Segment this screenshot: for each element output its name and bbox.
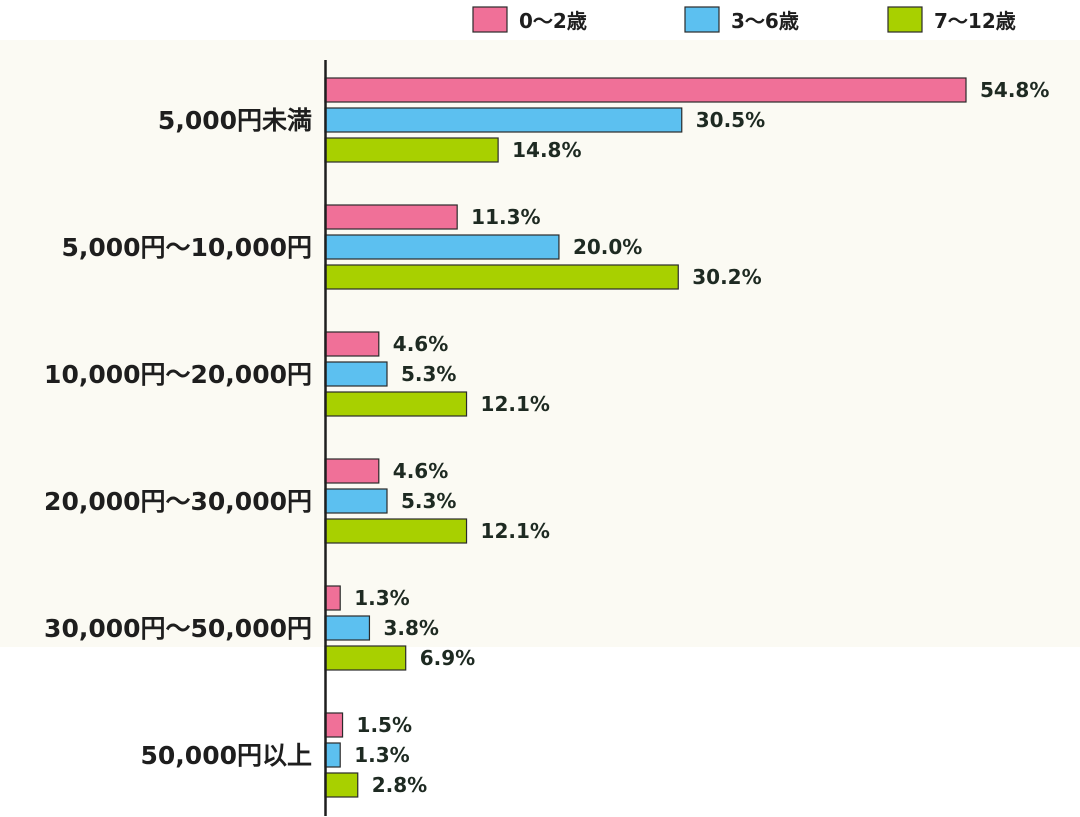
value-label: 4.6% <box>393 332 448 356</box>
value-label: 11.3% <box>471 205 540 229</box>
legend-label: 7～12歳 <box>934 9 1016 33</box>
value-label: 12.1% <box>481 519 550 543</box>
value-label: 2.8% <box>372 773 427 797</box>
value-label: 30.2% <box>692 265 761 289</box>
category-labels: 5,000円未満 5,000円～10,000円 10,000円～20,000円 20,… <box>44 106 312 770</box>
category-label: 30,000円～50,000円 <box>44 614 312 643</box>
bar <box>324 615 371 641</box>
bar <box>324 77 967 103</box>
category-label: 5,000円～10,000円 <box>61 233 312 262</box>
plot-background <box>0 40 1080 647</box>
value-label: 1.3% <box>354 586 409 610</box>
value-label: 20.0% <box>573 235 642 259</box>
category-label: 10,000円～20,000円 <box>44 360 312 389</box>
bar <box>324 107 683 133</box>
bar <box>324 645 407 671</box>
value-label: 4.6% <box>393 459 448 483</box>
value-label: 1.5% <box>357 713 412 737</box>
legend: 0～2歳 3～6歳 7～12歳 <box>472 6 1016 33</box>
bar <box>324 204 458 230</box>
bar <box>324 264 679 290</box>
value-label: 30.5% <box>696 108 765 132</box>
value-label: 1.3% <box>354 743 409 767</box>
bar <box>324 488 388 514</box>
value-label: 5.3% <box>401 489 456 513</box>
legend-label: 0～2歳 <box>519 9 587 33</box>
legend-swatch <box>684 6 720 33</box>
bar <box>324 458 380 484</box>
bar <box>324 234 560 260</box>
bar <box>324 585 341 611</box>
value-label: 6.9% <box>420 646 475 670</box>
bar <box>324 137 499 163</box>
category-label: 20,000円～30,000円 <box>44 487 312 516</box>
category-label: 5,000円未満 <box>158 106 312 135</box>
value-label: 14.8% <box>512 138 581 162</box>
bars <box>324 77 967 798</box>
legend-label: 3～6歳 <box>731 9 799 33</box>
legend-swatch <box>887 6 923 33</box>
bar <box>324 772 359 798</box>
legend-swatch <box>472 6 508 33</box>
bar <box>324 712 344 738</box>
bar <box>324 361 388 387</box>
bar <box>324 391 468 417</box>
value-label: 3.8% <box>383 616 438 640</box>
category-label: 50,000円以上 <box>141 741 312 770</box>
value-label: 12.1% <box>481 392 550 416</box>
bar <box>324 518 468 544</box>
value-label: 54.8% <box>980 78 1049 102</box>
value-labels: 54.8% 30.5% 14.8% 11.3% 20.0% 30.2% 4.6% 5.3% 12… <box>354 78 1049 797</box>
bar <box>324 331 380 357</box>
bar <box>324 742 341 768</box>
value-label: 5.3% <box>401 362 456 386</box>
